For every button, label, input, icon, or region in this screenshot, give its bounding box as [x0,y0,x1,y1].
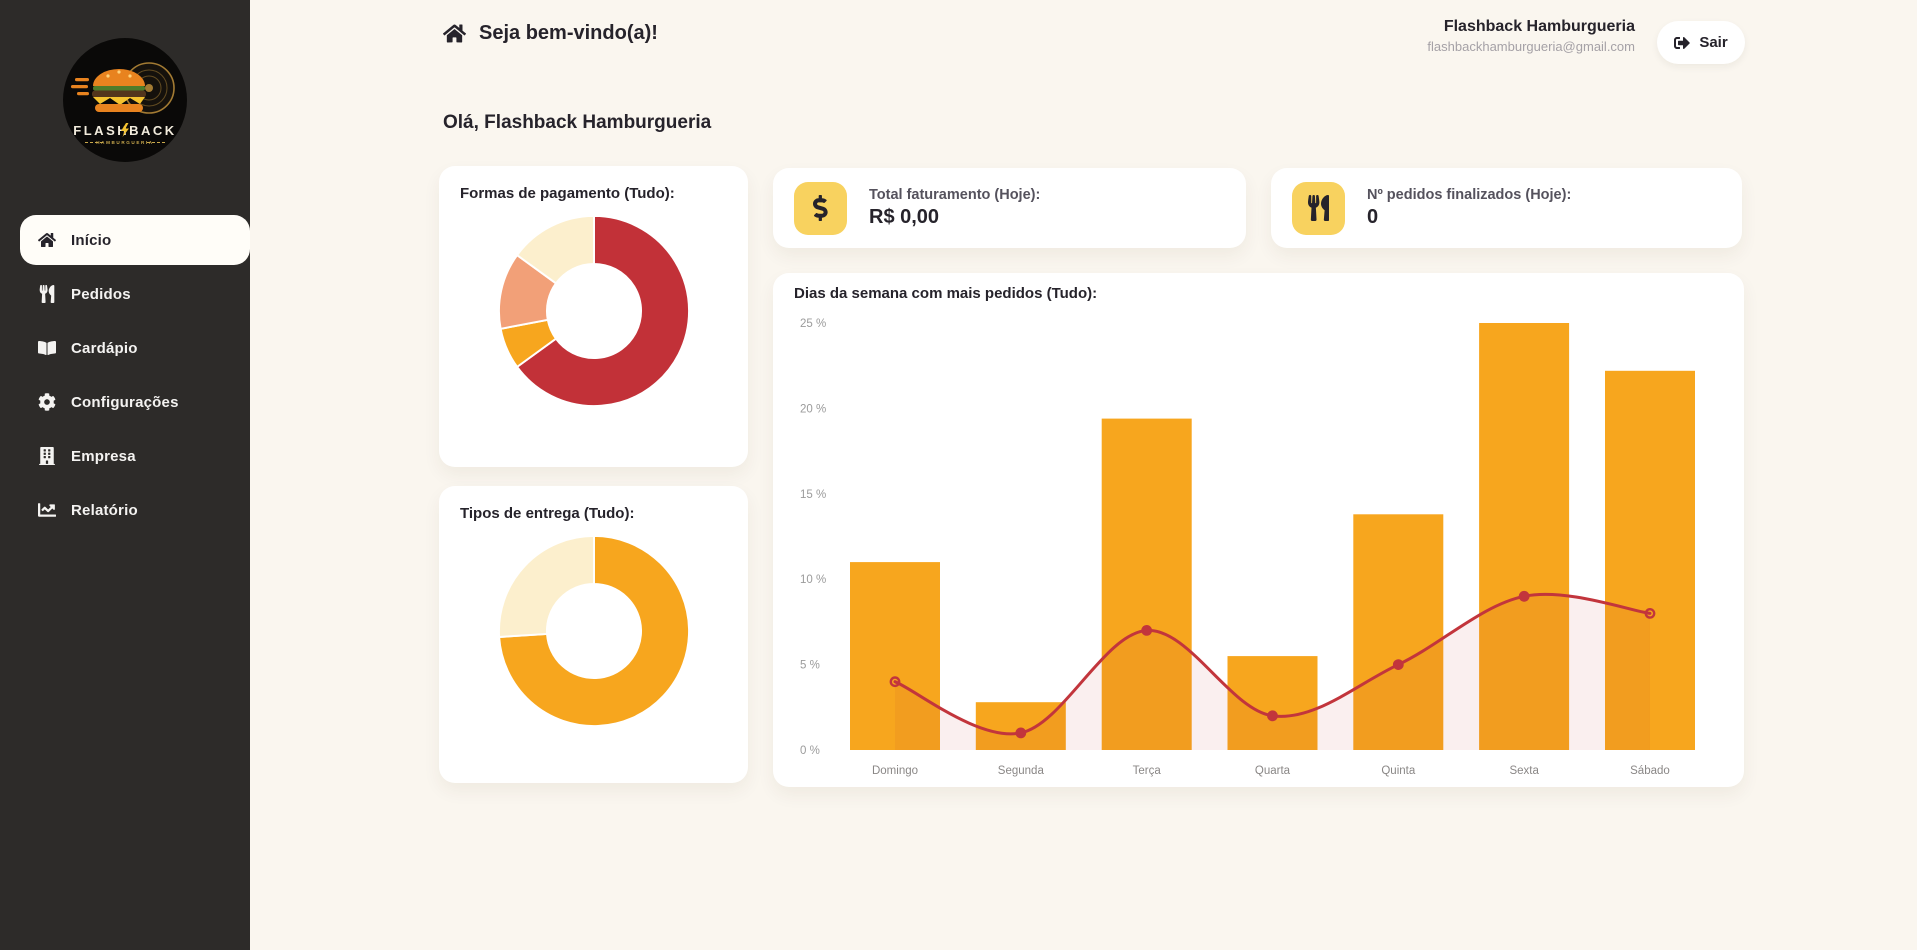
delivery-types-card: Tipos de entrega (Tudo): [439,486,748,783]
sidebar-item-relatorio[interactable]: Relatório [0,485,250,535]
brand-logo: FLASHBACK HAMBURGUERIA [63,38,187,162]
delivery-types-title: Tipos de entrega (Tudo): [460,505,635,522]
bar [1101,418,1192,750]
sidebar-item-label: Início [71,231,112,249]
weekday-orders-title: Dias da semana com mais pedidos (Tudo): [794,285,1098,302]
payment-methods-title: Formas de pagamento (Tudo): [460,185,675,202]
user-name: Flashback Hamburgueria [1443,18,1635,35]
home-icon [443,24,466,43]
bar [975,702,1066,750]
sidebar-item-inicio[interactable]: Início [20,215,250,265]
revenue-stat-texts: Total faturamento (Hoje): R$ 0,00 [869,187,1040,229]
trend-point [1141,624,1153,636]
donut-slice [515,214,595,285]
trend-point [1518,590,1530,602]
trend-point [1267,710,1278,722]
lightning-bolt-icon [121,123,129,137]
y-axis-tick: 15 % [800,489,826,501]
y-axis-tick: 25 % [800,318,826,330]
brand-sub: HAMBURGUERIA [96,140,153,145]
delivery-types-donut-chart [497,534,690,728]
revenue-stat-label: Total faturamento (Hoje): [869,187,1041,203]
brand-logo-icon: FLASHBACK HAMBURGUERIA [63,38,187,162]
x-axis-label: Terça [1133,765,1162,777]
sidebar: FLASHBACK HAMBURGUERIA Início Pedidos Ca… [0,0,250,950]
page-title: Seja bem-vindo(a)! [443,22,658,45]
greeting-text: Olá, Flashback Hamburgueria [443,112,712,133]
donut-slice [497,534,690,728]
y-axis-tick: 10 % [800,574,826,586]
bar [1353,514,1444,750]
trend-point [889,676,901,688]
bar [1479,323,1570,750]
donut-slice [497,534,595,639]
sidebar-item-label: Cardápio [71,339,138,357]
revenue-stat-card: Total faturamento (Hoje): R$ 0,00 [773,168,1246,248]
building-icon [37,446,57,466]
bar [850,562,940,750]
revenue-stat-value: R$ 0,00 [869,206,940,228]
x-axis-label: Segunda [998,765,1045,777]
utensils-icon [37,284,57,304]
sidebar-item-cardapio[interactable]: Cardápio [0,323,250,373]
orders-stat-value: 0 [1367,206,1379,228]
sidebar-item-label: Configurações [71,393,179,411]
weekday-orders-bar-chart: 0 % 5 % 10 % 15 % 20 % 25 % Domingo Segunda Terç… [800,318,1695,777]
payment-methods-donut-chart [497,214,690,408]
y-axis-tick: 0 % [800,745,820,757]
payment-methods-card: Formas de pagamento (Tudo): [439,166,748,467]
y-axis-tick: 5 % [800,660,820,672]
user-info: Flashback Hamburgueria flashbackhamburgu… [1427,18,1635,54]
logout-label: Sair [1699,34,1728,51]
donut-slice [515,214,690,408]
dollar-sign-icon [794,181,847,235]
x-axis-label: Sábado [1630,765,1670,777]
sidebar-item-configuracoes[interactable]: Configurações [0,377,250,427]
bar [1227,656,1318,750]
burger-icon [71,69,146,112]
x-axis-label: Domingo [872,765,918,777]
orders-stat-texts: Nº pedidos finalizados (Hoje): 0 [1367,187,1571,229]
sign-out-icon [1674,36,1691,49]
chart-line-icon [37,500,57,520]
trend-point [1015,727,1027,739]
trend-area [895,594,1650,750]
user-email: flashbackhamburgueria@gmail.com [1427,39,1635,54]
gear-icon [37,392,57,412]
y-axis-tick: 20 % [800,403,826,415]
trend-point [1392,659,1404,670]
x-axis-label: Quarta [1255,765,1291,777]
trend-point [1644,607,1656,619]
utensils-icon [1292,181,1345,235]
book-open-icon [37,338,57,358]
sidebar-item-empresa[interactable]: Empresa [0,431,250,481]
orders-stat-card: Nº pedidos finalizados (Hoje): 0 [1271,168,1742,248]
x-axis-label: Quinta [1381,765,1415,777]
x-axis-label: Sexta [1509,765,1539,777]
sidebar-item-pedidos[interactable]: Pedidos [0,269,250,319]
home-icon [37,230,57,250]
sidebar-item-label: Pedidos [71,285,131,303]
orders-stat-label: Nº pedidos finalizados (Hoje): [1367,187,1572,203]
weekday-orders-card: 0 % 5 % 10 % 15 % 20 % 25 % Domingo Segunda Terç… [773,273,1744,787]
sidebar-item-label: Relatório [71,501,138,519]
bar [1605,370,1695,750]
welcome-text: Seja bem-vindo(a)! [479,22,658,44]
sidebar-item-label: Empresa [71,447,136,465]
sidebar-nav: Início Pedidos Cardápio Configurações Em… [0,215,250,535]
logout-button[interactable]: Sair [1657,21,1745,64]
